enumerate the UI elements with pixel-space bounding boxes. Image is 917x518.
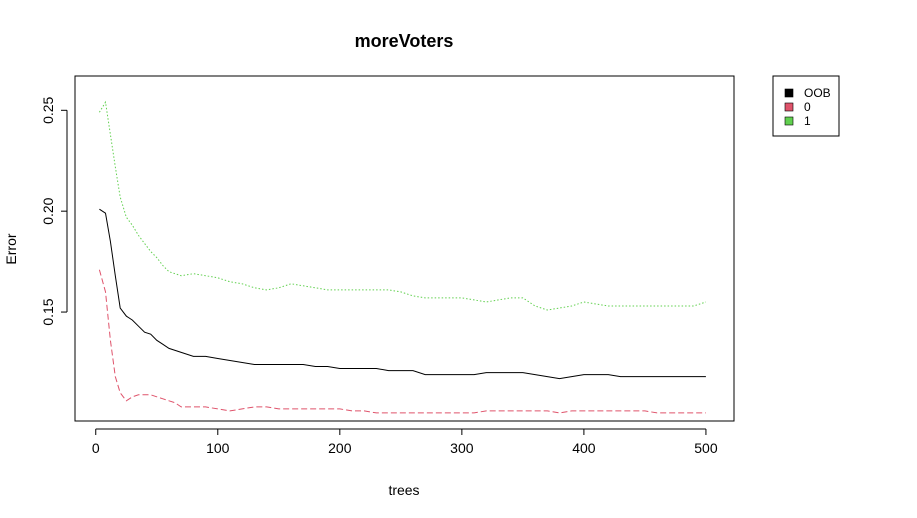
- y-axis-label: Error: [3, 233, 19, 264]
- x-tick-label-4: 400: [572, 440, 596, 456]
- legend-swatch-0: [784, 88, 794, 98]
- x-tick-label-2: 200: [328, 440, 352, 456]
- legend-swatch-1: [784, 102, 794, 112]
- x-axis: 0 100 200 300 400 500: [92, 428, 718, 456]
- legend-label-1: 0: [804, 100, 811, 114]
- y-axis: 0.15 0.20 0.25: [40, 96, 68, 326]
- legend-label-2: 1: [804, 114, 811, 128]
- chart-title: moreVoters: [355, 31, 454, 51]
- series-line-class-1: [98, 100, 707, 311]
- x-tick-label-3: 300: [450, 440, 474, 456]
- x-tick-label-0: 0: [92, 440, 100, 456]
- series-layer: [98, 100, 707, 414]
- y-tick-label-0: 0.15: [40, 298, 56, 325]
- legend-swatch-2: [784, 116, 794, 126]
- x-tick-label-1: 100: [206, 440, 230, 456]
- legend-label-0: OOB: [804, 86, 831, 100]
- legend-box: [772, 75, 840, 137]
- x-axis-label: trees: [388, 482, 419, 498]
- x-tick-label-5: 500: [694, 440, 718, 456]
- series-line-oob: [99, 208, 706, 380]
- plot-frame: [74, 75, 735, 422]
- series-line-class-0: [98, 269, 706, 414]
- y-tick-label-1: 0.20: [40, 197, 56, 224]
- y-tick-label-2: 0.25: [40, 96, 56, 123]
